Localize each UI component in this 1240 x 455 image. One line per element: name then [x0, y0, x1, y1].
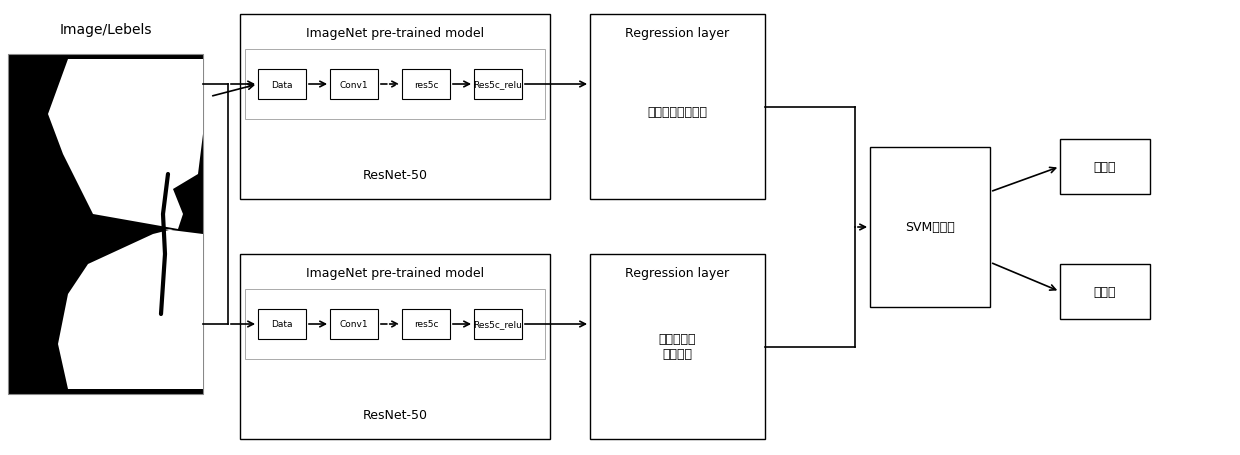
Bar — [474, 70, 522, 100]
Text: Res5c_relu: Res5c_relu — [474, 320, 522, 329]
Bar — [258, 70, 306, 100]
Polygon shape — [58, 229, 203, 389]
Bar — [258, 309, 306, 339]
Bar — [330, 309, 378, 339]
Bar — [402, 70, 450, 100]
Polygon shape — [48, 60, 203, 229]
Text: Regression layer: Regression layer — [625, 267, 729, 279]
Bar — [241, 254, 551, 439]
Text: 未渗漏: 未渗漏 — [1094, 285, 1116, 298]
Bar — [1060, 264, 1149, 319]
Text: Image/Lebels: Image/Lebels — [60, 23, 151, 37]
Bar — [246, 50, 546, 120]
Bar — [590, 15, 765, 200]
Text: Conv1: Conv1 — [340, 320, 368, 329]
Text: 椎骨轮廓坐标信息: 椎骨轮廓坐标信息 — [647, 106, 708, 119]
Text: ImageNet pre-trained model: ImageNet pre-trained model — [306, 267, 484, 279]
Text: ResNet-50: ResNet-50 — [362, 169, 428, 182]
Bar — [1060, 140, 1149, 195]
Text: Regression layer: Regression layer — [625, 27, 729, 40]
Bar — [870, 148, 990, 307]
Bar — [402, 309, 450, 339]
Text: Res5c_relu: Res5c_relu — [474, 81, 522, 89]
Text: Conv1: Conv1 — [340, 81, 368, 89]
Text: Data: Data — [272, 320, 293, 329]
Text: 骨水泥轮廓
坐标信息: 骨水泥轮廓 坐标信息 — [658, 333, 696, 361]
Bar — [330, 70, 378, 100]
Text: ResNet-50: ResNet-50 — [362, 408, 428, 421]
Bar — [246, 289, 546, 359]
Text: res5c: res5c — [414, 81, 438, 89]
Text: SVM分类器: SVM分类器 — [905, 221, 955, 234]
Bar — [590, 254, 765, 439]
Text: Data: Data — [272, 81, 293, 89]
Text: ImageNet pre-trained model: ImageNet pre-trained model — [306, 27, 484, 40]
Bar — [474, 309, 522, 339]
Text: res5c: res5c — [414, 320, 438, 329]
Text: 已渗漏: 已渗漏 — [1094, 161, 1116, 174]
Bar — [7, 55, 203, 394]
Bar — [241, 15, 551, 200]
